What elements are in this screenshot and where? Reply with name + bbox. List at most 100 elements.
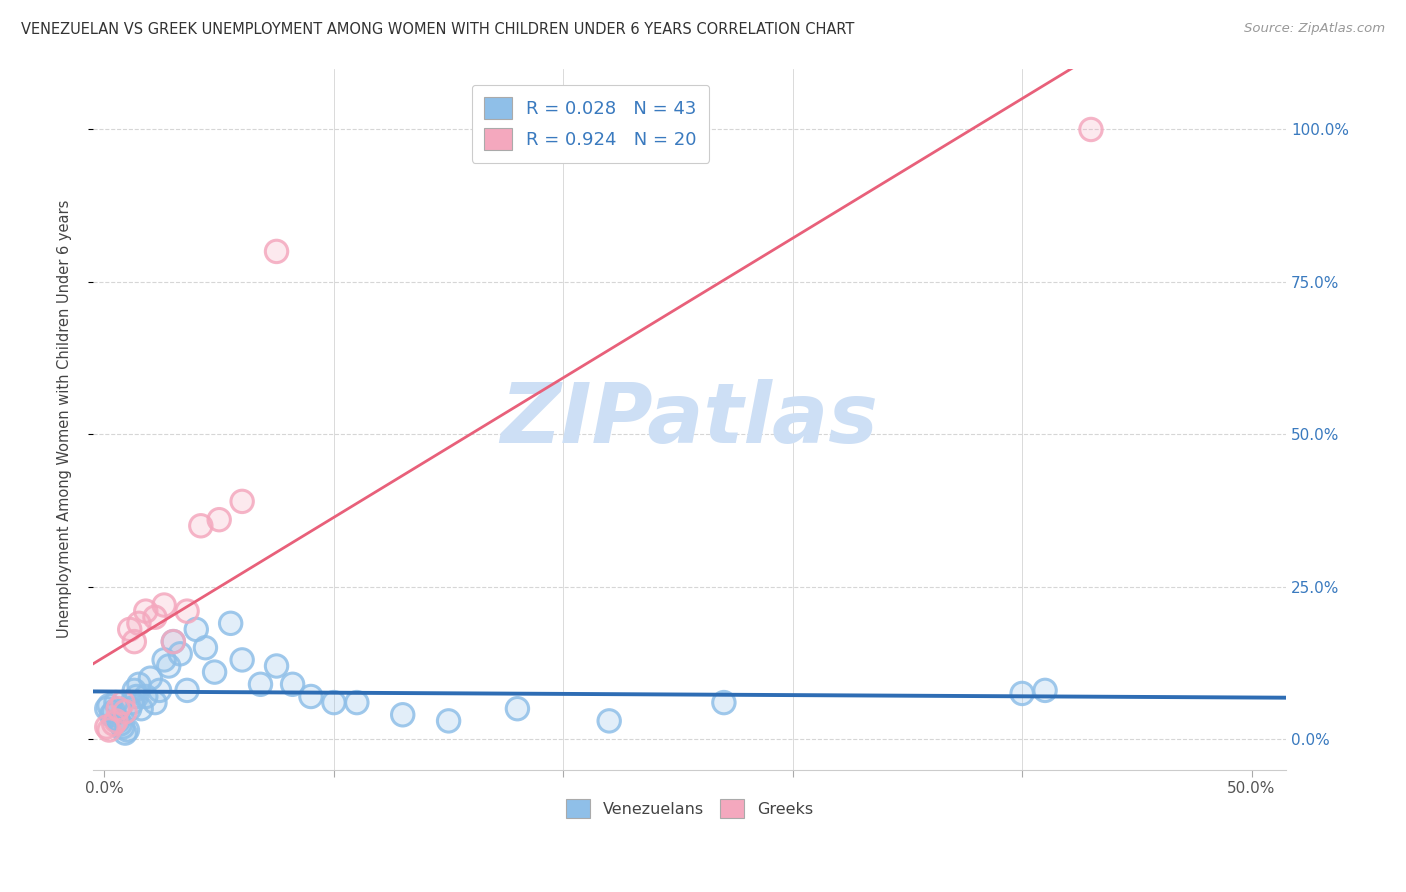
Point xyxy=(204,665,226,679)
Point xyxy=(96,701,118,715)
Point xyxy=(162,634,184,648)
Point xyxy=(169,647,191,661)
Point xyxy=(107,701,129,715)
Point xyxy=(128,616,150,631)
Point xyxy=(96,720,118,734)
Text: ZIPatlas: ZIPatlas xyxy=(501,378,879,459)
Point xyxy=(100,707,122,722)
Point xyxy=(190,518,212,533)
Point xyxy=(162,634,184,648)
Point xyxy=(125,690,148,704)
Point xyxy=(231,494,253,508)
Point xyxy=(194,640,217,655)
Point xyxy=(104,714,127,728)
Point xyxy=(124,634,146,648)
Point xyxy=(208,513,231,527)
Point xyxy=(104,714,127,728)
Point xyxy=(208,513,231,527)
Point xyxy=(162,634,184,648)
Point xyxy=(111,720,134,734)
Point xyxy=(148,683,170,698)
Point xyxy=(266,244,288,259)
Point xyxy=(1011,686,1033,700)
Point xyxy=(129,701,152,715)
Point xyxy=(143,696,166,710)
Point xyxy=(128,616,150,631)
Point xyxy=(143,610,166,624)
Point xyxy=(322,696,344,710)
Point xyxy=(176,604,198,618)
Point xyxy=(135,690,157,704)
Point xyxy=(186,623,208,637)
Point xyxy=(111,720,134,734)
Point xyxy=(266,659,288,673)
Point xyxy=(114,705,136,719)
Point xyxy=(96,720,118,734)
Point xyxy=(135,604,157,618)
Point xyxy=(139,671,162,685)
Point xyxy=(176,604,198,618)
Point xyxy=(153,653,176,667)
Point xyxy=(249,677,271,691)
Point xyxy=(104,696,127,710)
Point xyxy=(135,604,157,618)
Point xyxy=(219,616,242,631)
Point xyxy=(169,647,191,661)
Point xyxy=(194,640,217,655)
Point xyxy=(124,634,146,648)
Point xyxy=(98,723,121,737)
Y-axis label: Unemployment Among Women with Children Under 6 years: Unemployment Among Women with Children U… xyxy=(58,200,72,639)
Point xyxy=(1080,122,1102,136)
Point xyxy=(118,623,141,637)
Point xyxy=(281,677,304,691)
Point xyxy=(299,690,322,704)
Point xyxy=(98,723,121,737)
Point xyxy=(162,634,184,648)
Point xyxy=(121,696,143,710)
Point xyxy=(249,677,271,691)
Point xyxy=(506,701,529,715)
Point xyxy=(1033,683,1056,698)
Point xyxy=(107,701,129,715)
Point xyxy=(598,714,620,728)
Point xyxy=(110,717,132,731)
Point xyxy=(98,698,121,713)
Point xyxy=(266,659,288,673)
Point xyxy=(111,696,134,710)
Point xyxy=(128,677,150,691)
Point xyxy=(153,653,176,667)
Point xyxy=(103,705,125,719)
Point xyxy=(143,610,166,624)
Point xyxy=(128,677,150,691)
Point xyxy=(124,683,146,698)
Point xyxy=(103,705,125,719)
Point xyxy=(176,683,198,698)
Point xyxy=(117,723,139,737)
Point xyxy=(157,659,180,673)
Point xyxy=(111,696,134,710)
Point xyxy=(118,701,141,715)
Point xyxy=(114,726,136,740)
Point xyxy=(157,659,180,673)
Point xyxy=(114,705,136,719)
Text: VENEZUELAN VS GREEK UNEMPLOYMENT AMONG WOMEN WITH CHILDREN UNDER 6 YEARS CORRELA: VENEZUELAN VS GREEK UNEMPLOYMENT AMONG W… xyxy=(21,22,855,37)
Point xyxy=(139,671,162,685)
Point xyxy=(153,598,176,612)
Point xyxy=(176,683,198,698)
Point xyxy=(186,623,208,637)
Point xyxy=(1033,683,1056,698)
Point xyxy=(391,707,413,722)
Point xyxy=(148,683,170,698)
Point xyxy=(506,701,529,715)
Point xyxy=(107,714,129,728)
Point xyxy=(219,616,242,631)
Point xyxy=(121,696,143,710)
Point xyxy=(135,690,157,704)
Point xyxy=(110,717,132,731)
Point xyxy=(266,244,288,259)
Point xyxy=(437,714,460,728)
Point xyxy=(391,707,413,722)
Point xyxy=(598,714,620,728)
Point xyxy=(103,717,125,731)
Text: Source: ZipAtlas.com: Source: ZipAtlas.com xyxy=(1244,22,1385,36)
